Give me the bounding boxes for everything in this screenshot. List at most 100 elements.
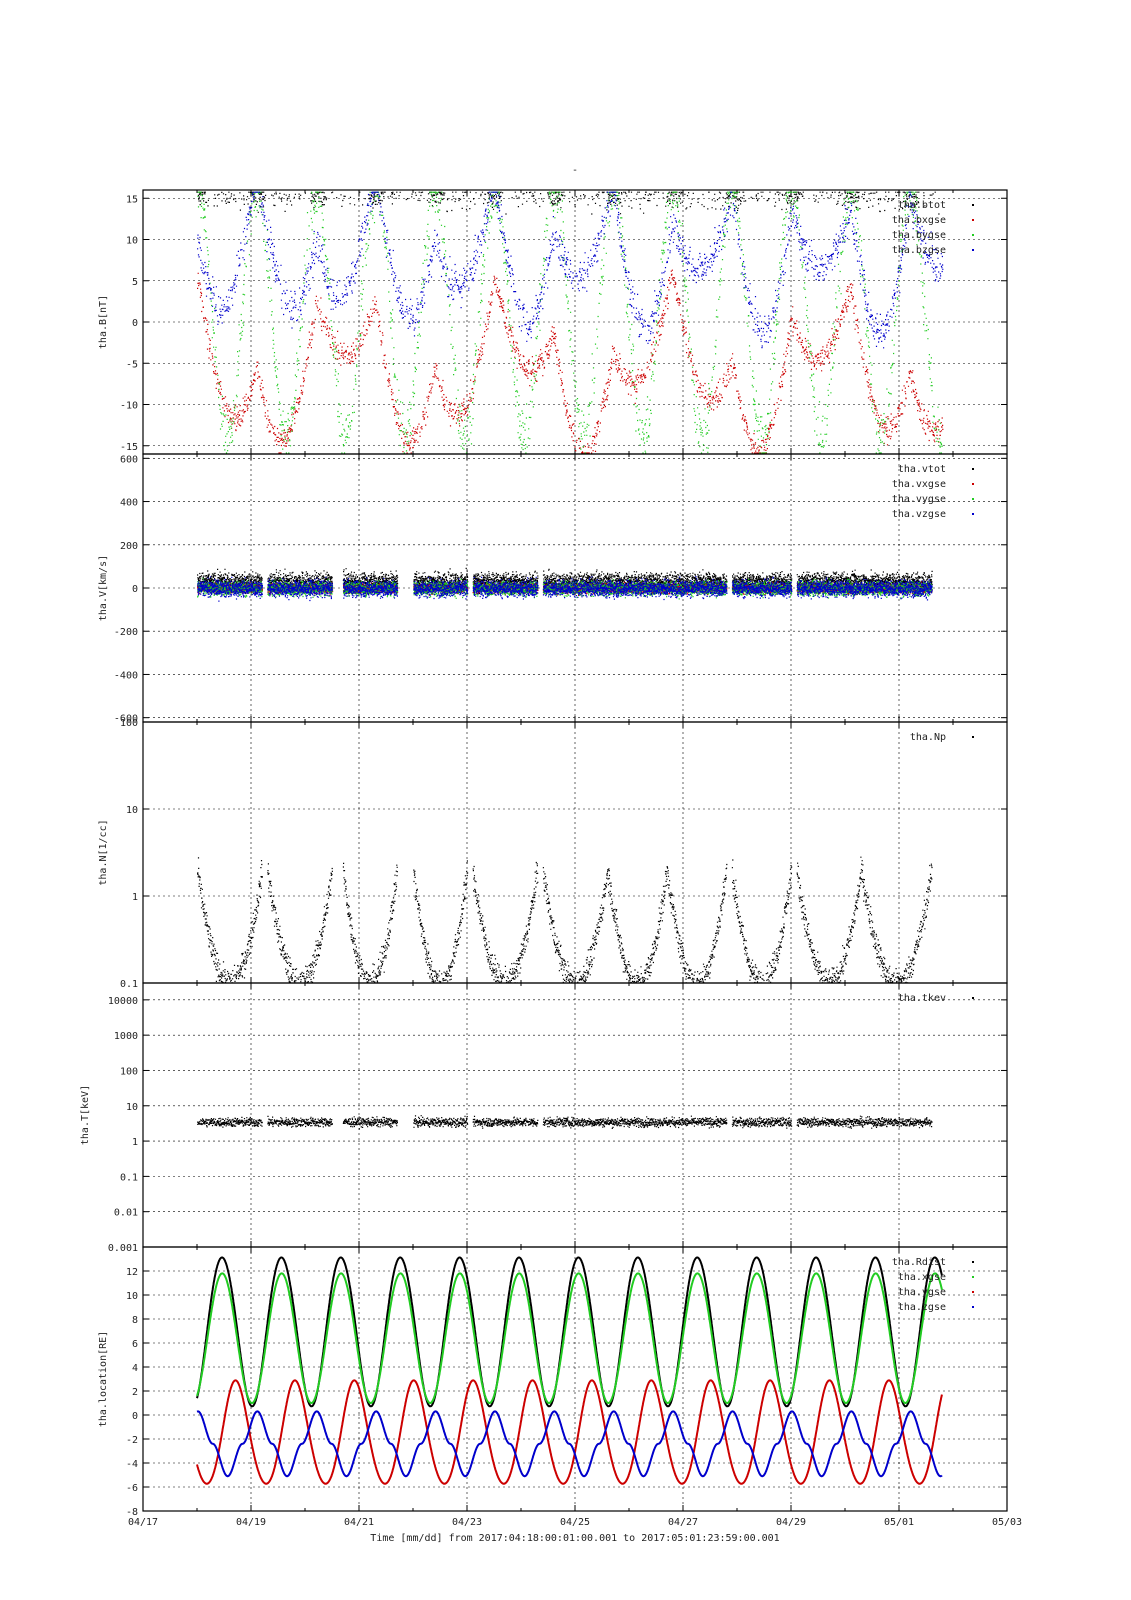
y-tick-label: 10 — [126, 1291, 138, 1302]
x-tick-label: 04/23 — [452, 1517, 482, 1528]
legend-label: tha.xgse — [898, 1272, 946, 1283]
series-tha-btot — [197, 191, 940, 215]
legend-marker — [972, 204, 974, 206]
x-tick-label: 05/03 — [992, 1517, 1022, 1528]
x-tick-label: 04/25 — [560, 1517, 590, 1528]
y-tick-label: -400 — [114, 670, 138, 681]
panel-v: -600 -400 -200 0 200 400 600 tha.V[km/s] tha.vto… — [98, 453, 1008, 725]
panel-v-ylabel: tha.V[km/s] — [98, 555, 109, 621]
panel-v-plot-area — [197, 567, 933, 602]
series-tha-bygse — [197, 191, 943, 454]
panel-b-grid — [143, 190, 1007, 454]
panel-loc-frame — [142, 1246, 1008, 1512]
panel-n-ylabel: tha.N[1/cc] — [98, 819, 109, 885]
panel-loc: -8 -6 -4 -2 0 2 4 6 8 10 12 tha.location[RE] tha.Rdi… — [98, 1246, 1022, 1528]
legend-label: tha.zgse — [898, 1302, 946, 1313]
legend-marker — [972, 234, 974, 236]
series-tha-bzgse — [197, 191, 944, 349]
y-tick-label: 100 — [120, 718, 138, 729]
panel-loc-ylabel: tha.location[RE] — [98, 1331, 109, 1427]
x-tick-label: 04/19 — [236, 1517, 266, 1528]
y-tick-label: 0 — [132, 1411, 138, 1422]
y-tick-label: 2 — [132, 1387, 138, 1398]
legend-label: tha.vygse — [892, 494, 946, 505]
series-tha-ygse — [196, 1379, 943, 1485]
panel-n-grid — [143, 722, 1007, 983]
y-tick-label: -2 — [126, 1435, 138, 1446]
panel-t-grid — [143, 983, 1007, 1247]
y-tick-label: 600 — [120, 454, 138, 465]
legend-marker — [972, 468, 974, 470]
series-tha-bxgse — [197, 269, 944, 454]
legend-marker — [972, 498, 974, 500]
panel-t-plot-area — [197, 1115, 933, 1130]
panel-t-ylabel: tha.T[keV] — [80, 1085, 91, 1145]
legend-label: tha.Np — [910, 732, 946, 743]
panel-b-plot-area — [197, 191, 944, 454]
time-axis-label: Time [mm/dd] from 2017:04:18:00:01:00.00… — [370, 1533, 779, 1544]
y-tick-label: -8 — [126, 1507, 138, 1518]
series-tha-vzgse — [197, 576, 933, 602]
y-tick-label: 12 — [126, 1267, 138, 1278]
panel-loc-plot-area — [196, 1256, 943, 1485]
legend-label: tha.bxgse — [892, 215, 946, 226]
y-tick-label: 5 — [132, 277, 138, 288]
panel-n-plot-area — [197, 856, 933, 983]
y-tick-label: -600 — [114, 714, 138, 725]
legend-marker — [972, 997, 974, 999]
legend-label: tha.ygse — [898, 1287, 946, 1298]
y-tick-label: 100 — [120, 1066, 138, 1077]
legend-marker — [972, 483, 974, 485]
legend-marker — [972, 1261, 974, 1263]
x-tick-label: 04/17 — [128, 1517, 158, 1528]
legend-label: tha.bzgse — [892, 245, 946, 256]
y-tick-label: 0.001 — [108, 1243, 138, 1254]
legend-label: tha.bygse — [892, 230, 946, 241]
y-tick-label: 0.01 — [114, 1208, 138, 1219]
x-tick-label: 04/27 — [668, 1517, 698, 1528]
x-tick-label: 04/29 — [776, 1517, 806, 1528]
legend-marker — [972, 1276, 974, 1278]
legend-label: tha.vxgse — [892, 479, 946, 490]
legend-marker — [972, 736, 974, 738]
legend-marker — [972, 513, 974, 515]
y-tick-label: 200 — [120, 541, 138, 552]
panels-group: -15-10-5051015tha.B[nT]tha.btottha.bxgse… — [80, 189, 1022, 1528]
legend-marker — [972, 1291, 974, 1293]
y-tick-label: -4 — [126, 1459, 138, 1470]
y-tick-label: 0.1 — [120, 979, 138, 990]
y-tick-label: -6 — [126, 1483, 138, 1494]
y-tick-label: 8 — [132, 1315, 138, 1326]
panel-n: 0.1 1 10 100 tha.N[1/cc] tha.Np — [98, 718, 1008, 990]
y-tick-label: 10 — [126, 805, 138, 816]
y-tick-label: 6 — [132, 1339, 138, 1350]
legend-label: tha.vzgse — [892, 509, 946, 520]
y-tick-label: -200 — [114, 627, 138, 638]
y-tick-label: 0.1 — [120, 1172, 138, 1183]
legend-marker — [972, 1306, 974, 1308]
legend-label: tha.btot — [898, 200, 946, 211]
panel-b-ylabel: tha.B[nT] — [98, 295, 109, 349]
y-tick-label: 10 — [126, 1102, 138, 1113]
legend-marker — [972, 249, 974, 251]
series-tha-xgse — [196, 1272, 943, 1404]
legend-label: tha.vtot — [898, 464, 946, 475]
y-tick-label: 400 — [120, 498, 138, 509]
figure-title: - — [572, 165, 578, 176]
x-tick-label: 05/01 — [884, 1517, 914, 1528]
y-tick-label: 10 — [126, 236, 138, 247]
y-tick-label: 1000 — [114, 1031, 138, 1042]
legend-label: tha.Rdist — [892, 1257, 946, 1268]
panel-b: -15 -10 -5 0 5 10 15 tha.B[nT] tha.btot tha.bxgse… — [98, 189, 1008, 455]
y-tick-label: -10 — [120, 401, 138, 412]
y-tick-label: 4 — [132, 1363, 138, 1374]
y-tick-label: 1 — [132, 1137, 138, 1148]
y-tick-label: -5 — [126, 359, 138, 370]
y-tick-label: 0 — [132, 584, 138, 595]
panel-t: 0.001 0.01 0.1 1 10 100 1000 10000 tha.T[keV] tha… — [80, 982, 1008, 1254]
legend-label: tha.tkev — [898, 993, 946, 1004]
legend-marker — [972, 219, 974, 221]
y-tick-label: -15 — [120, 442, 138, 453]
series-tha-Np — [197, 856, 933, 983]
